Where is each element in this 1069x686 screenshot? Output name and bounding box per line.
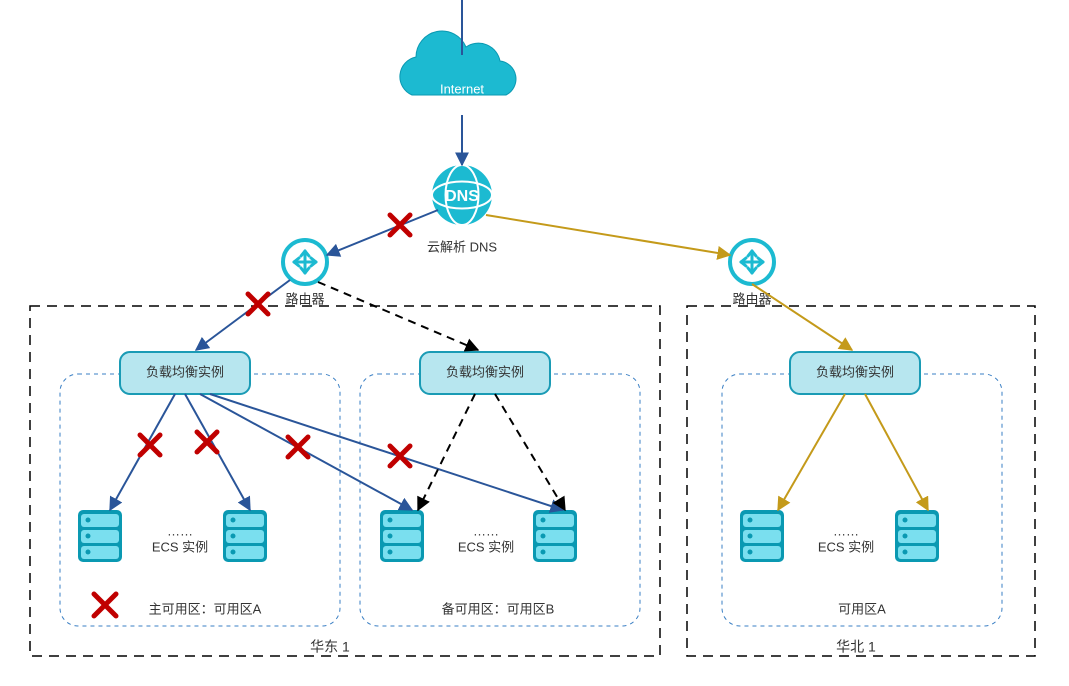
edge — [210, 394, 563, 510]
region-label: 华北 1 — [836, 639, 876, 655]
slb-label: 负载均衡实例 — [816, 364, 894, 379]
ecs-dots: …… — [167, 523, 193, 538]
ecs-dots: …… — [833, 523, 859, 538]
slb-label: 负载均衡实例 — [146, 364, 224, 379]
edge — [318, 282, 478, 350]
edge — [495, 394, 565, 510]
server-icon — [895, 510, 939, 562]
router-label: 路由器 — [285, 291, 324, 306]
ecs-label: ECS 实例 — [458, 539, 514, 554]
edge — [865, 394, 928, 510]
edge — [196, 280, 290, 350]
server-icon — [533, 510, 577, 562]
edge — [327, 210, 438, 255]
zone-box — [60, 374, 340, 626]
edge — [418, 394, 475, 510]
dns-label: 云解析 DNS — [427, 239, 497, 254]
slb-label: 负载均衡实例 — [446, 364, 524, 379]
ecs-label: ECS 实例 — [152, 539, 208, 554]
cloud-label: Internet — [440, 81, 484, 96]
server-icon — [380, 510, 424, 562]
edge — [486, 215, 730, 255]
zone-label: 备可用区：可用区B — [442, 601, 555, 616]
edge — [752, 284, 852, 350]
zone-box — [722, 374, 1002, 626]
server-icon — [78, 510, 122, 562]
zone-label: 主可用区：可用区A — [149, 601, 262, 616]
zone-label: 可用区A — [838, 601, 886, 616]
server-icon — [223, 510, 267, 562]
ecs-label: ECS 实例 — [818, 539, 874, 554]
svg-text:DNS: DNS — [445, 188, 479, 205]
ecs-dots: …… — [473, 523, 499, 538]
edge — [778, 394, 845, 510]
region-label: 华东 1 — [310, 639, 350, 655]
zone-box — [360, 374, 640, 626]
server-icon — [740, 510, 784, 562]
